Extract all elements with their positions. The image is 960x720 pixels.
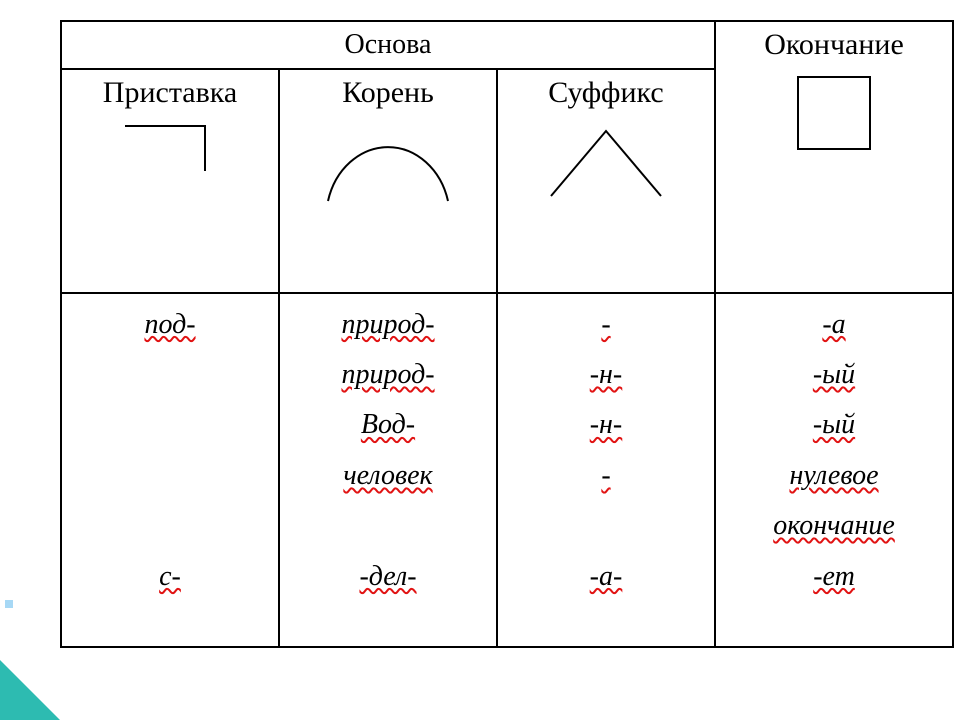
header-koren: Корень: [288, 76, 488, 110]
header-okonchanie-cell: Окончание: [715, 21, 953, 293]
header-suffix: Суффикс: [506, 76, 706, 110]
suffix-caret-icon: [536, 116, 676, 206]
prefix-bracket-icon: [115, 116, 225, 186]
header-koren-cell: Корень: [279, 69, 497, 293]
example-token: -ый: [724, 350, 944, 400]
example-token: -н-: [506, 350, 706, 400]
example-token: -н-: [506, 400, 706, 450]
header-osnova: Основа: [61, 21, 715, 69]
header-pristavka: Приставка: [70, 76, 270, 110]
examples-root: природ-природ-Вод-человек -дел-: [279, 293, 497, 647]
example-token: -ет: [724, 552, 944, 602]
example-token: -: [506, 300, 706, 350]
example-token: [506, 501, 706, 551]
example-token: -дел-: [288, 552, 488, 602]
header-pristavka-cell: Приставка: [61, 69, 279, 293]
example-token: -ый: [724, 400, 944, 450]
examples-prefix: под- с-: [61, 293, 279, 647]
slide-corner-accent: [0, 660, 60, 720]
ending-square-icon: [797, 76, 871, 150]
table-row: под- с- природ-природ-Вод-человек -дел- …: [61, 293, 953, 647]
stray-speck: [5, 600, 13, 608]
example-token: нулевое: [724, 451, 944, 501]
header-suffix-cell: Суффикс: [497, 69, 715, 293]
example-token: окончание: [724, 501, 944, 551]
examples-suffix: --н--н-- -а-: [497, 293, 715, 647]
example-token: с-: [70, 552, 270, 602]
example-token: [70, 400, 270, 450]
root-arc-icon: [313, 116, 463, 206]
examples-ending: -а-ый-ыйнулевоеокончание-ет: [715, 293, 953, 647]
example-token: -: [506, 451, 706, 501]
example-token: Вод-: [288, 400, 488, 450]
example-token: [70, 350, 270, 400]
example-token: -а: [724, 300, 944, 350]
example-token: человек: [288, 451, 488, 501]
header-okonchanie: Окончание: [724, 28, 944, 62]
example-token: природ-: [288, 350, 488, 400]
example-token: [70, 501, 270, 551]
slide-canvas: Основа Окончание Приставка Корень Су: [0, 0, 960, 720]
example-token: -а-: [506, 552, 706, 602]
example-token: под-: [70, 300, 270, 350]
example-token: [70, 451, 270, 501]
morpheme-table: Основа Окончание Приставка Корень Су: [60, 20, 954, 648]
example-token: природ-: [288, 300, 488, 350]
table-row: Основа Окончание: [61, 21, 953, 69]
example-token: [288, 501, 488, 551]
